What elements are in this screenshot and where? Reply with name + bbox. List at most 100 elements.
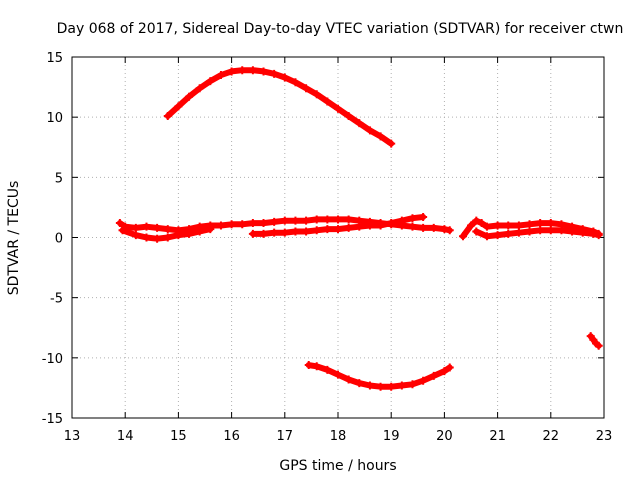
data-point bbox=[334, 104, 342, 113]
data-point bbox=[334, 225, 342, 234]
data-point bbox=[429, 223, 438, 232]
data-point bbox=[163, 233, 172, 242]
data-point bbox=[387, 219, 396, 228]
series-near-zero-b bbox=[118, 225, 215, 243]
data-point bbox=[536, 219, 545, 228]
data-point bbox=[115, 219, 124, 228]
data-point bbox=[238, 220, 247, 229]
data-point bbox=[174, 231, 183, 240]
data-point bbox=[477, 219, 486, 228]
data-point bbox=[387, 139, 396, 148]
data-point bbox=[365, 221, 374, 230]
series-late-fragment bbox=[586, 332, 603, 350]
series-near-zero-a bbox=[115, 215, 454, 235]
data-point bbox=[142, 233, 151, 242]
data-point bbox=[291, 216, 300, 225]
data-point bbox=[355, 119, 364, 128]
data-point bbox=[302, 227, 311, 236]
data-point bbox=[536, 226, 545, 235]
data-point bbox=[408, 380, 417, 389]
data-point bbox=[419, 376, 428, 385]
data-point bbox=[594, 341, 603, 350]
x-tick-label: 22 bbox=[543, 429, 560, 444]
data-point bbox=[323, 365, 332, 374]
data-point bbox=[227, 220, 236, 229]
data-point bbox=[365, 126, 374, 135]
data-point bbox=[355, 379, 364, 388]
data-point bbox=[153, 223, 162, 232]
data-point bbox=[397, 381, 406, 390]
data-point bbox=[206, 77, 215, 86]
series-arc-low bbox=[304, 361, 454, 391]
y-tick-label: -15 bbox=[42, 412, 63, 427]
data-point bbox=[525, 220, 534, 229]
data-point bbox=[280, 73, 289, 82]
series-line bbox=[587, 333, 602, 349]
data-point bbox=[259, 219, 268, 228]
plot-area bbox=[115, 66, 603, 391]
x-tick-label: 18 bbox=[330, 429, 347, 444]
x-tick-label: 20 bbox=[436, 429, 453, 444]
data-point bbox=[312, 90, 321, 99]
data-point bbox=[546, 219, 555, 228]
x-tick-label: 23 bbox=[596, 429, 613, 444]
data-point bbox=[504, 221, 513, 230]
data-point bbox=[248, 66, 257, 75]
y-axis-label: SDTVAR / TECUs bbox=[6, 181, 22, 296]
data-point bbox=[280, 216, 289, 225]
data-point bbox=[259, 67, 268, 76]
data-point bbox=[323, 225, 332, 234]
data-point bbox=[185, 229, 194, 238]
data-point bbox=[376, 132, 385, 141]
data-point bbox=[482, 222, 491, 231]
data-point bbox=[118, 226, 127, 235]
y-tick-label: 5 bbox=[55, 171, 63, 186]
x-tick-label: 21 bbox=[489, 429, 506, 444]
data-point bbox=[445, 363, 454, 372]
data-point bbox=[131, 223, 140, 232]
data-point bbox=[419, 223, 428, 232]
data-point bbox=[419, 213, 428, 222]
x-tick-label: 19 bbox=[383, 429, 400, 444]
data-point bbox=[408, 222, 417, 231]
data-point bbox=[334, 215, 342, 224]
y-tick-label: -10 bbox=[42, 352, 63, 367]
data-point bbox=[387, 382, 396, 391]
data-point bbox=[142, 222, 151, 231]
series-arc-high bbox=[163, 66, 396, 148]
data-point bbox=[304, 361, 313, 370]
data-point bbox=[568, 227, 577, 236]
data-point bbox=[270, 217, 279, 226]
data-point bbox=[302, 84, 311, 93]
x-tick-label: 13 bbox=[64, 429, 81, 444]
y-tick-label: 0 bbox=[55, 232, 63, 247]
data-point bbox=[594, 231, 603, 240]
data-point bbox=[397, 216, 406, 225]
data-point bbox=[525, 227, 534, 236]
y-tick-label: 10 bbox=[46, 111, 63, 126]
data-point bbox=[206, 225, 215, 234]
data-point bbox=[429, 371, 438, 380]
axis-ticks: 13 14 15 16 17 18 19 20 21 22 23 15 10 5 0 -5 -10 -15 bbox=[42, 51, 613, 444]
data-point bbox=[216, 221, 225, 230]
data-point bbox=[323, 215, 332, 224]
data-point bbox=[472, 227, 481, 236]
data-point bbox=[291, 227, 300, 236]
data-point bbox=[514, 221, 523, 230]
data-point bbox=[163, 225, 172, 234]
data-point bbox=[270, 228, 279, 237]
data-point bbox=[376, 382, 385, 391]
data-point bbox=[557, 226, 566, 235]
data-point bbox=[467, 221, 475, 230]
data-point bbox=[514, 228, 523, 237]
data-point bbox=[280, 228, 289, 237]
data-point bbox=[163, 111, 172, 120]
data-point bbox=[344, 375, 353, 384]
data-point bbox=[472, 216, 481, 225]
series-near-zero-c bbox=[248, 213, 428, 238]
data-point bbox=[291, 78, 300, 87]
data-point bbox=[482, 232, 491, 241]
data-point bbox=[504, 229, 513, 238]
data-point bbox=[440, 225, 449, 234]
